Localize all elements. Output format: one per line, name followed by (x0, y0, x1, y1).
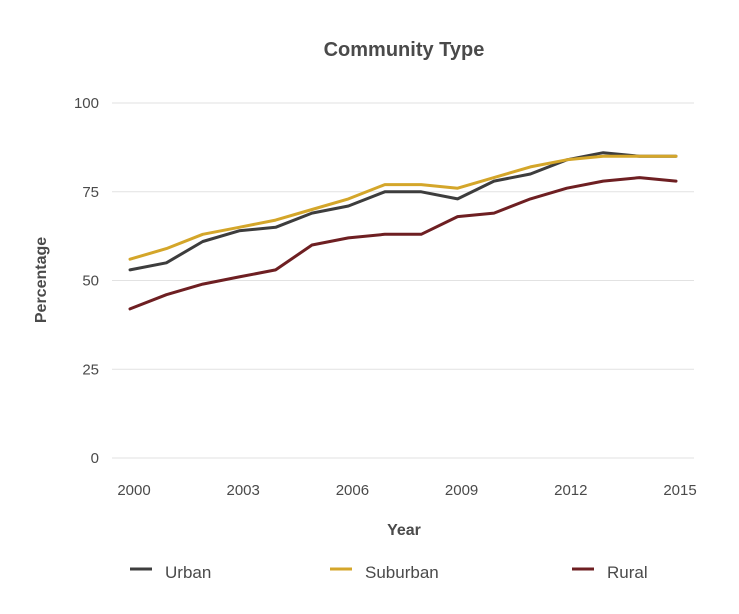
x-tick-label: 2015 (663, 482, 696, 499)
x-tick-label: 2006 (336, 482, 369, 499)
series-line-suburban (128, 154, 678, 261)
y-axis-ticks: 0 25 50 75 100 (74, 95, 99, 467)
legend-item-urban: Urban (130, 563, 211, 582)
x-tick-label: 2003 (227, 482, 260, 499)
gridlines (112, 102, 694, 459)
legend-item-rural: Rural (572, 563, 648, 582)
legend-label: Urban (165, 563, 211, 582)
legend-label: Rural (607, 563, 648, 582)
legend-item-suburban: Suburban (330, 563, 439, 582)
y-tick-label: 25 (82, 361, 99, 378)
y-tick-label: 0 (91, 450, 99, 467)
x-tick-label: 2009 (445, 482, 478, 499)
y-tick-label: 100 (74, 95, 99, 112)
legend-label: Suburban (365, 563, 439, 582)
series-line-urban (128, 151, 678, 272)
y-tick-label: 50 (82, 273, 99, 290)
x-tick-label: 2000 (117, 482, 150, 499)
y-tick-label: 75 (82, 184, 99, 201)
chart-title: Community Type (324, 39, 485, 61)
y-axis-label: Percentage (33, 237, 50, 323)
series-line-rural (128, 176, 678, 311)
legend: Urban Suburban Rural (130, 563, 648, 582)
x-tick-label: 2012 (554, 482, 587, 499)
x-axis-ticks: 2000 2003 2006 2009 2012 2015 (117, 482, 696, 499)
series-lines (128, 151, 678, 311)
x-axis-label: Year (387, 522, 421, 539)
